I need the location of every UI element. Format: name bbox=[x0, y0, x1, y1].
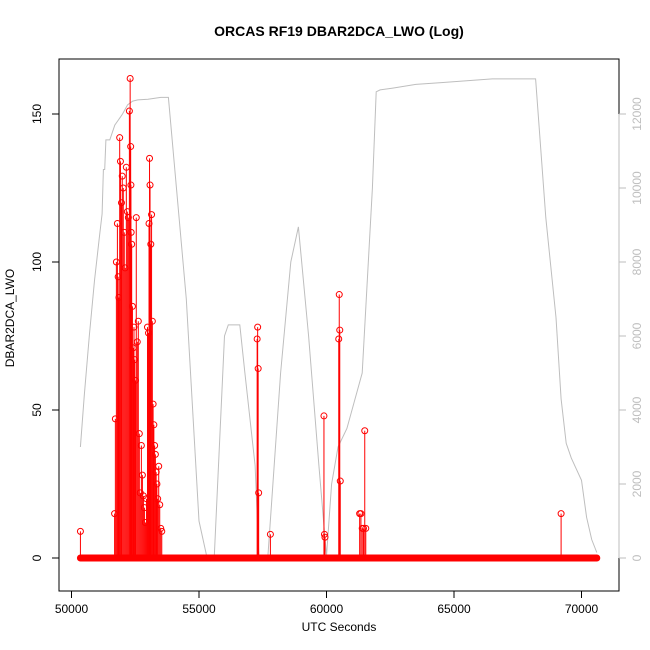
x-tick-label: 50000 bbox=[55, 602, 89, 616]
data-point bbox=[156, 501, 164, 509]
y2-tick-label: 0 bbox=[630, 554, 644, 561]
data-point bbox=[134, 317, 142, 325]
y2-tick-label: 10000 bbox=[630, 171, 644, 205]
data-point bbox=[151, 450, 159, 458]
y2-tick-label: 2000 bbox=[630, 470, 644, 497]
data-point bbox=[362, 524, 370, 532]
data-point bbox=[146, 181, 154, 189]
data-point bbox=[336, 326, 344, 334]
y2-tick-label: 4000 bbox=[630, 396, 644, 423]
y-axis-left: 0 50 100 150 bbox=[30, 104, 60, 561]
data-point bbox=[127, 143, 135, 151]
data-point bbox=[359, 524, 367, 532]
y-axis-right: 0 2000 4000 6000 8000 10000 12000 bbox=[618, 97, 644, 561]
data-point bbox=[157, 524, 165, 532]
chart-title: ORCAS RF19 DBAR2DCA_LWO (Log) bbox=[214, 23, 464, 39]
y-tick-label: 150 bbox=[30, 104, 44, 124]
data-point bbox=[128, 302, 136, 310]
data-point bbox=[127, 228, 135, 236]
data-point bbox=[254, 323, 262, 331]
data-point bbox=[149, 400, 157, 408]
data-point bbox=[116, 134, 124, 142]
y2-tick-label: 8000 bbox=[630, 248, 644, 275]
data-point bbox=[116, 157, 124, 165]
data-point bbox=[117, 199, 125, 207]
x-axis-label: UTC Seconds bbox=[302, 620, 377, 634]
data-point bbox=[132, 214, 140, 222]
data-point bbox=[153, 480, 161, 488]
data-point bbox=[335, 291, 343, 299]
data-point bbox=[125, 107, 133, 115]
data-point bbox=[137, 442, 145, 450]
data-point bbox=[127, 181, 135, 189]
data-point bbox=[266, 530, 274, 538]
y-tick-label: 0 bbox=[30, 554, 44, 561]
y-tick-label: 100 bbox=[30, 252, 44, 272]
data-point bbox=[146, 154, 154, 162]
data-point bbox=[118, 172, 126, 180]
data-point bbox=[126, 74, 134, 82]
data-point bbox=[255, 489, 263, 497]
x-tick-label: 70000 bbox=[565, 602, 599, 616]
data-point bbox=[155, 462, 163, 470]
data-point bbox=[148, 317, 156, 325]
y-axis-label: DBAR2DCA_LWO bbox=[3, 269, 17, 367]
data-point bbox=[147, 240, 155, 248]
data-point bbox=[154, 495, 162, 503]
data-point bbox=[148, 211, 156, 219]
data-point bbox=[76, 527, 84, 535]
x-tick-label: 55000 bbox=[182, 602, 216, 616]
data-point bbox=[320, 412, 328, 420]
data-point bbox=[336, 477, 344, 485]
data-point bbox=[335, 335, 343, 343]
data-point bbox=[151, 442, 159, 450]
data-point bbox=[158, 527, 166, 535]
data-point bbox=[253, 335, 261, 343]
data-point bbox=[133, 338, 141, 346]
x-tick-label: 60000 bbox=[310, 602, 344, 616]
data-point bbox=[130, 323, 138, 331]
data-point bbox=[321, 533, 329, 541]
data-point bbox=[357, 510, 365, 518]
series-primary bbox=[76, 74, 601, 562]
data-point bbox=[135, 430, 143, 438]
data-point bbox=[361, 427, 369, 435]
y2-tick-label: 12000 bbox=[630, 97, 644, 131]
x-tick-label: 65000 bbox=[437, 602, 471, 616]
x-axis: 50000 55000 60000 65000 70000 bbox=[55, 590, 599, 616]
y-tick-label: 50 bbox=[30, 403, 44, 417]
data-point bbox=[150, 421, 158, 429]
data-point bbox=[557, 510, 565, 518]
data-point bbox=[128, 240, 136, 248]
data-point bbox=[138, 471, 146, 479]
data-point bbox=[320, 530, 328, 538]
data-point bbox=[254, 365, 262, 373]
y2-tick-label: 6000 bbox=[630, 322, 644, 349]
